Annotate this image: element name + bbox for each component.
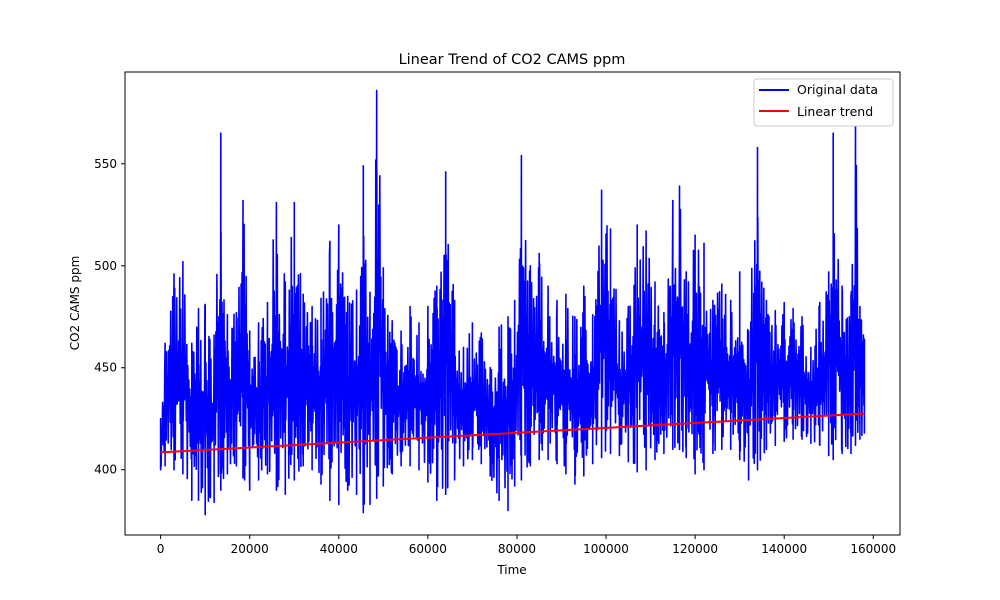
- x-tick-label: 20000: [231, 542, 269, 556]
- x-axis-label: Time: [496, 563, 526, 577]
- y-axis: 400 450 500 550: [94, 157, 125, 477]
- series-original-data-line: [159, 89, 866, 516]
- y-tick-label: 450: [94, 361, 117, 375]
- y-tick-label: 400: [94, 463, 117, 477]
- plot-frame: [124, 71, 901, 536]
- y-axis-label: CO2 CAMS ppm: [68, 256, 82, 351]
- x-tick-label: 80000: [498, 542, 536, 556]
- chart-title: Linear Trend of CO2 CAMS ppm: [399, 52, 626, 68]
- x-axis: 0 20000 40000 60000 80000 100000 120000 140000 1…: [157, 535, 896, 556]
- x-tick-label: 0: [157, 542, 165, 556]
- x-tick-label: 120000: [672, 542, 718, 556]
- x-tick-label: 60000: [409, 542, 447, 556]
- x-tick-label: 140000: [761, 542, 807, 556]
- legend-label-linear-trend: Linear trend: [797, 104, 873, 119]
- x-tick-label: 160000: [850, 542, 896, 556]
- legend-label-original-data: Original data: [797, 82, 878, 97]
- x-tick-label: 100000: [583, 542, 629, 556]
- plot-area: [159, 89, 866, 516]
- series-linear-trend-line: [160, 412, 865, 454]
- x-tick-label: 40000: [320, 542, 358, 556]
- legend: Original data Linear trend: [753, 78, 894, 127]
- y-tick-label: 500: [94, 259, 117, 273]
- y-tick-label: 550: [94, 157, 117, 171]
